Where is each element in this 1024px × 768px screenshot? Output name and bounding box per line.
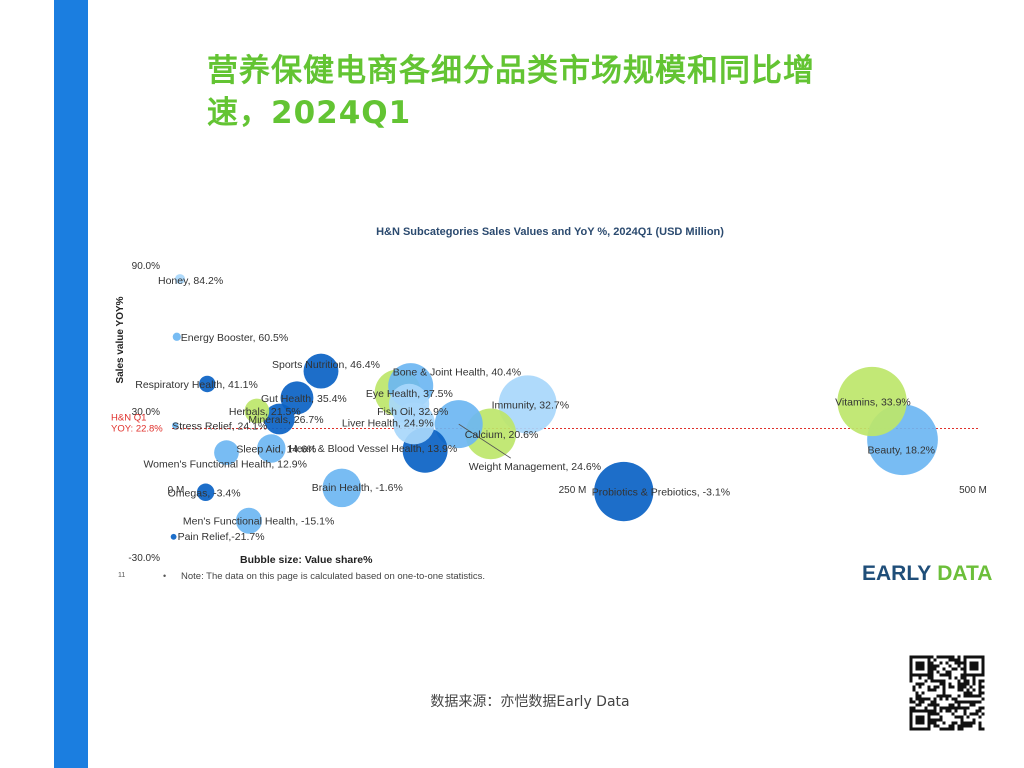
bubble[interactable] xyxy=(170,533,177,540)
bubble-label: Stress Relief, 24.1% xyxy=(172,420,267,432)
bubble-label: Women's Functional Health, 12.9% xyxy=(143,459,306,471)
bubble-label: Energy Booster, 60.5% xyxy=(181,332,288,344)
bubble[interactable] xyxy=(199,375,216,393)
bubble[interactable] xyxy=(498,375,557,434)
y-tick-label: 30.0% xyxy=(132,407,160,418)
bubble-label: Vitamins, 33.9% xyxy=(835,397,911,409)
bubble[interactable] xyxy=(280,381,314,415)
chart-title: H&N Subcategories Sales Values and YoY %… xyxy=(376,226,724,238)
bubble-label: Brain Health, -1.6% xyxy=(312,482,403,494)
bubble-label: Sleep Aid, 14.6% xyxy=(236,443,316,455)
chart-note: Note: The data on this page is calculate… xyxy=(181,571,485,582)
bubble-label: Probiotics & Prebiotics, -3.1% xyxy=(592,487,730,499)
reference-line-value: YOY: 22.8% xyxy=(111,424,163,435)
bubble-label: Pain Relief,-21.7% xyxy=(178,531,265,543)
early-data-logo: EARLY DATA xyxy=(862,562,992,585)
bubble[interactable] xyxy=(172,422,179,429)
x-tick-label: 500 M xyxy=(959,485,987,496)
bubble[interactable] xyxy=(837,366,907,437)
bubble-label: Honey, 84.2% xyxy=(158,275,223,287)
bubble[interactable] xyxy=(235,507,262,534)
page-number: 11 xyxy=(118,572,125,579)
bubble[interactable] xyxy=(594,461,654,522)
reference-line-label: H&N Q1 xyxy=(111,413,146,424)
bubble[interactable] xyxy=(322,468,362,508)
bubble-label: Respiratory Health, 41.1% xyxy=(135,379,258,391)
bubble-size-legend: Bubble size: Value share% xyxy=(240,554,373,566)
logo-early-word: EARLY xyxy=(862,562,931,585)
bubble-label: Sports Nutrition, 46.4% xyxy=(272,359,380,371)
note-bullet: • xyxy=(163,571,166,581)
bubble-label: Eye Health, 37.5% xyxy=(366,388,453,400)
bubble[interactable] xyxy=(196,483,215,501)
logo-early: EARLY DATA xyxy=(862,562,992,585)
bubble[interactable] xyxy=(214,440,239,465)
bubble-label: Men's Functional Health, -15.1% xyxy=(183,516,334,528)
bubble[interactable] xyxy=(174,274,186,285)
x-tick-label: 0 M xyxy=(168,485,185,496)
bubble-label: Calcium, 20.6% xyxy=(465,429,539,441)
axis-ticks: 90.0% 30.0% -30.0% 0 M 250 M 500 M xyxy=(128,261,987,564)
bubble[interactable] xyxy=(263,403,295,435)
bubble-series xyxy=(170,274,938,540)
bubble-label: Bone & Joint Health, 40.4% xyxy=(393,367,521,379)
y-axis-label: Sales value YOY% xyxy=(115,296,126,383)
bubble[interactable] xyxy=(257,434,286,463)
logo-data-word: DATA xyxy=(937,562,992,585)
bubble-label: Liver Health, 24.9% xyxy=(342,417,434,429)
sidebar-accent-bar xyxy=(54,0,88,768)
qr-code[interactable] xyxy=(909,655,985,731)
bubble-label: Immunity, 32.7% xyxy=(492,399,569,411)
y-tick-label: -30.0% xyxy=(128,553,160,564)
bubble-labels: Honey, 84.2% Energy Booster, 60.5% Respira… xyxy=(135,275,935,543)
x-tick-label: 250 M xyxy=(559,485,587,496)
bubble[interactable] xyxy=(303,353,339,389)
data-source: 数据来源：亦恺数据Early Data xyxy=(430,694,630,710)
bubble-label: Beauty, 18.2% xyxy=(868,445,936,457)
bubble-label: Heart & Blood Vessel Health, 13.9% xyxy=(289,443,457,455)
bubble-chart: H&N Subcategories Sales Values and YoY %… xyxy=(111,226,987,582)
bubble-label: Fish Oil, 32.9% xyxy=(377,406,448,418)
bubble-label: Minerals, 26.7% xyxy=(248,414,323,426)
bubble-label: Herbals, 21.5% xyxy=(229,406,301,418)
bubble[interactable] xyxy=(172,332,181,341)
leader-line xyxy=(458,423,511,459)
bubble[interactable] xyxy=(244,398,270,424)
bubble-label: Gut Health, 35.4% xyxy=(261,393,347,405)
bubble-label: Omegas, -3.4% xyxy=(168,487,241,499)
bubble[interactable] xyxy=(388,383,430,425)
y-tick-label: 90.0% xyxy=(132,261,160,272)
page-title: 营养保健电商各细分品类市场规模和同比增速，2024Q1 xyxy=(207,53,815,131)
bubble-label: Weight Management, 24.6% xyxy=(469,461,601,473)
